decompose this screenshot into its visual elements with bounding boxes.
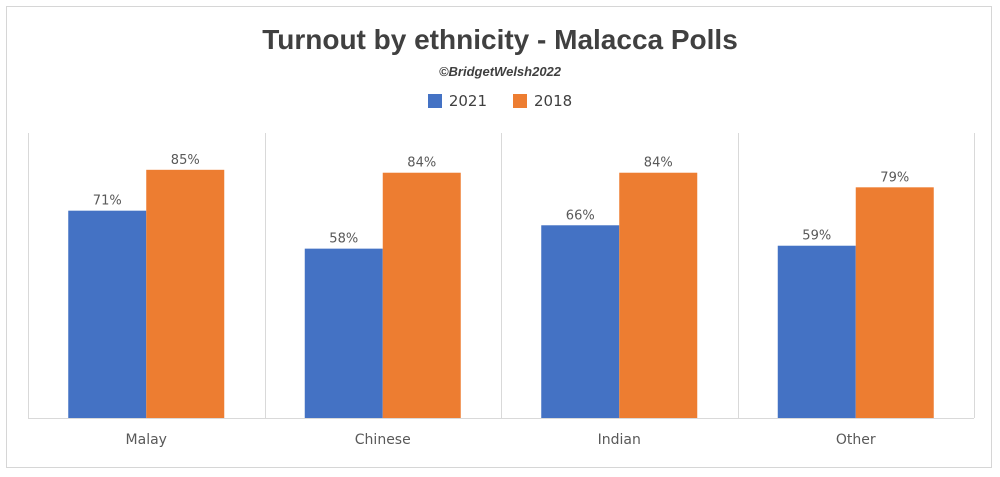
legend-swatch-2021 bbox=[427, 94, 442, 108]
data-label-2018-other: 79% bbox=[880, 170, 909, 185]
bar-2018-indian bbox=[619, 172, 698, 418]
legend-item-2018: 2018 bbox=[513, 92, 572, 110]
data-label-2018-malay: 85% bbox=[171, 153, 200, 168]
data-label-2018-indian: 84% bbox=[644, 156, 673, 171]
bar-2021-other bbox=[777, 245, 856, 418]
bar-2021-malay bbox=[68, 210, 147, 418]
data-label-2021-malay: 71% bbox=[93, 194, 122, 209]
chart-title: Turnout by ethnicity - Malacca Polls bbox=[262, 24, 738, 55]
legend-label-2021: 2021 bbox=[448, 92, 487, 110]
bar-2018-other bbox=[855, 187, 934, 418]
chart-subtitle: ©BridgetWelsh2022 bbox=[438, 64, 562, 79]
bar-2021-indian bbox=[541, 225, 620, 418]
data-label-2021-indian: 66% bbox=[566, 208, 595, 223]
legend-item-2021: 2021 bbox=[427, 92, 487, 110]
data-label-2021-other: 59% bbox=[802, 229, 831, 244]
x-tick-label-indian: Indian bbox=[598, 432, 641, 448]
x-tick-label-chinese: Chinese bbox=[355, 432, 411, 448]
bar-2021-chinese bbox=[304, 248, 383, 418]
x-tick-label-other: Other bbox=[836, 432, 876, 448]
chart-legend: 2021 2018 bbox=[0, 92, 1000, 110]
data-label-2018-chinese: 84% bbox=[407, 156, 436, 171]
x-tick-label-malay: Malay bbox=[126, 432, 167, 448]
data-label-2021-chinese: 58% bbox=[329, 232, 358, 247]
legend-swatch-2018 bbox=[513, 94, 527, 108]
bar-2018-malay bbox=[146, 169, 225, 418]
bar-2018-chinese bbox=[382, 172, 461, 418]
legend-label-2018: 2018 bbox=[534, 92, 573, 110]
